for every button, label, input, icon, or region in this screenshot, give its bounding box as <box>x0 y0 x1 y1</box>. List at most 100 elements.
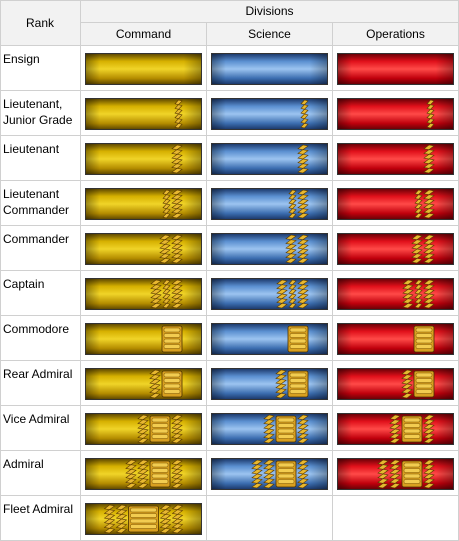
rank-insignia-icon <box>85 53 202 85</box>
braid-stripe-icon <box>288 189 297 219</box>
rank-insignia-icon <box>211 413 328 445</box>
braid-stripe-icon <box>276 279 288 309</box>
rank-label: Captain <box>0 271 81 316</box>
insignia-cell-operations <box>333 496 459 541</box>
insignia-cell-command <box>81 361 207 406</box>
rank-label: Commander <box>0 226 81 271</box>
rank-insignia-icon <box>337 368 454 400</box>
insignia-cell-science <box>207 361 333 406</box>
insignia-cell-science <box>207 226 333 271</box>
braid-stripe-icon <box>171 144 183 174</box>
rank-insignia-icon <box>211 143 328 175</box>
pip-block-icon <box>149 415 171 443</box>
insignia-cell-operations <box>333 361 459 406</box>
insignia-cell-operations <box>333 271 459 316</box>
insignia-cell-science <box>207 406 333 451</box>
insignia-cell-command <box>81 226 207 271</box>
rank-insignia-icon <box>211 233 328 265</box>
science-label: Science <box>248 27 291 41</box>
rank-label: Vice Admiral <box>0 406 81 451</box>
pip-block-icon <box>128 505 159 533</box>
rank-header-label: Rank <box>25 15 54 30</box>
braid-stripe-icon <box>162 279 171 309</box>
insignia-cell-science <box>207 496 333 541</box>
pip-block-icon <box>413 325 435 353</box>
rank-label: Fleet Admiral <box>0 496 81 541</box>
rank-insignia-icon <box>85 323 202 355</box>
braid-stripe-icon <box>171 279 183 309</box>
braid-stripe-icon <box>275 369 287 399</box>
braid-stripe-icon <box>423 279 435 309</box>
braid-stripe-icon <box>159 504 172 534</box>
rank-label: Lieutenant <box>0 136 81 181</box>
insignia-cell-command <box>81 91 207 136</box>
braid-stripe-icon <box>162 189 171 219</box>
rank-insignia-icon <box>85 143 202 175</box>
pip-block-icon <box>275 415 297 443</box>
braid-stripe-icon <box>171 234 183 264</box>
rank-insignia-icon <box>337 413 454 445</box>
pip-block-icon <box>149 460 171 488</box>
rank-label: Admiral <box>0 451 81 496</box>
insignia-cell-science <box>207 91 333 136</box>
braid-stripe-icon <box>263 414 275 444</box>
braid-stripe-icon <box>137 414 149 444</box>
insignia-cell-science <box>207 271 333 316</box>
rank-insignia-icon <box>85 98 202 130</box>
braid-stripe-icon <box>125 459 137 489</box>
braid-stripe-icon <box>171 189 183 219</box>
column-header-operations: Operations <box>333 23 459 46</box>
insignia-cell-command <box>81 316 207 361</box>
pip-block-icon <box>287 370 309 398</box>
rank-insignia-icon <box>211 458 328 490</box>
braid-stripe-icon <box>150 279 162 309</box>
braid-stripe-icon <box>423 414 435 444</box>
pip-block-icon <box>401 415 423 443</box>
insignia-cell-science <box>207 46 333 91</box>
rank-label: Lieutenant Commander <box>0 181 81 226</box>
rank-insignia-icon <box>85 503 202 535</box>
braid-stripe-icon <box>159 234 171 264</box>
braid-stripe-icon <box>251 459 263 489</box>
divisions-header: Divisions <box>81 0 459 23</box>
rank-label: Commodore <box>0 316 81 361</box>
insignia-cell-operations <box>333 406 459 451</box>
braid-stripe-icon <box>377 459 389 489</box>
braid-stripe-icon <box>402 279 414 309</box>
braid-stripe-icon <box>288 279 297 309</box>
insignia-cell-operations <box>333 181 459 226</box>
pip-block-icon <box>161 370 183 398</box>
rank-insignia-icon <box>211 323 328 355</box>
rank-insignia-icon <box>85 278 202 310</box>
braid-stripe-icon <box>414 189 423 219</box>
braid-stripe-icon <box>389 459 401 489</box>
braid-stripe-icon <box>423 144 435 174</box>
rank-insignia-icon <box>211 98 328 130</box>
braid-stripe-icon <box>389 414 401 444</box>
rank-insignia-icon <box>337 143 454 175</box>
operations-label: Operations <box>366 27 425 41</box>
rank-insignia-icon <box>85 413 202 445</box>
insignia-cell-command <box>81 451 207 496</box>
braid-stripe-icon <box>171 504 184 534</box>
braid-stripe-icon <box>423 459 435 489</box>
column-header-science: Science <box>207 23 333 46</box>
braid-stripe-icon <box>426 99 435 129</box>
braid-stripe-icon <box>297 414 309 444</box>
braid-stripe-icon <box>103 504 116 534</box>
insignia-cell-operations <box>333 46 459 91</box>
rank-insignia-icon <box>337 98 454 130</box>
rank-insignia-icon <box>85 233 202 265</box>
pip-block-icon <box>413 370 435 398</box>
pip-block-icon <box>287 325 309 353</box>
rank-header: Rank <box>0 0 81 46</box>
braid-stripe-icon <box>300 99 309 129</box>
rank-insignia-icon <box>85 368 202 400</box>
rank-label: Rear Admiral <box>0 361 81 406</box>
braid-stripe-icon <box>115 504 128 534</box>
rank-insignia-icon <box>337 233 454 265</box>
braid-stripe-icon <box>174 99 183 129</box>
braid-stripe-icon <box>263 459 275 489</box>
pip-block-icon <box>275 460 297 488</box>
braid-stripe-icon <box>297 144 309 174</box>
